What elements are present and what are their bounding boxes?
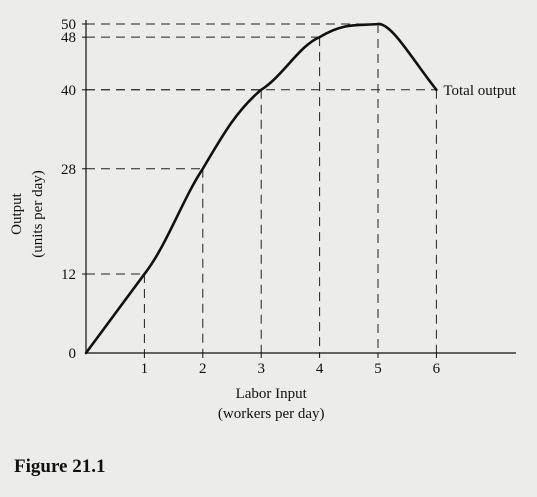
figure-caption: Figure 21.1 [14, 456, 106, 477]
series-line-total-output [84, 22, 438, 355]
y-axis-title: Output [9, 192, 25, 235]
x-axis-title: Labor Input [236, 386, 308, 402]
y-tick-label-48: 48 [61, 30, 76, 46]
x-tick-label-1: 1 [141, 361, 149, 377]
x-tick-label-4: 4 [316, 361, 324, 377]
reference-lines [86, 23, 437, 353]
y-tick-label-12: 12 [61, 267, 76, 283]
y-axis-subtitle: (units per day) [30, 170, 46, 257]
x-tick-label-5: 5 [374, 361, 382, 377]
x-tick-label-6: 6 [433, 361, 441, 377]
y-tick-label-28: 28 [61, 162, 76, 178]
x-axis-subtitle: (workers per day) [218, 406, 325, 422]
x-tick-labels: 1 2 3 4 5 6 [141, 353, 441, 377]
series-label-total-output: Total output [443, 83, 517, 99]
x-tick-label-3: 3 [257, 361, 265, 377]
y-tick-label-0: 0 [69, 346, 77, 362]
axes [85, 20, 516, 354]
y-tick-label-50: 50 [61, 17, 76, 33]
y-tick-label-40: 40 [61, 83, 76, 99]
x-tick-label-2: 2 [199, 361, 207, 377]
